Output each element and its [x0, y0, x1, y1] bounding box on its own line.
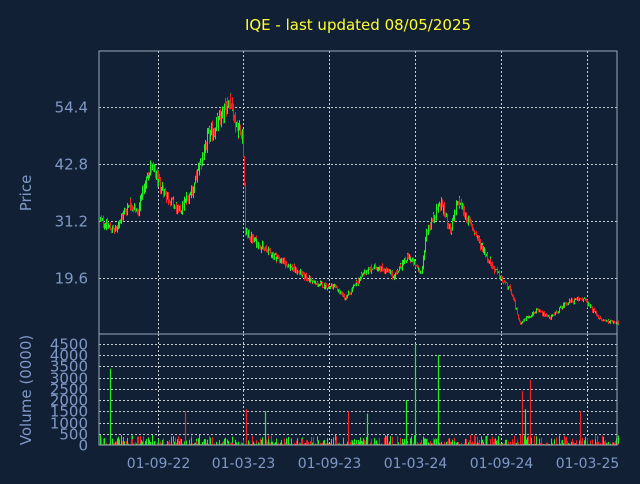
price-y-ticks: 19.6 31.2 42.8 54.4: [55, 99, 88, 288]
volume-y-tick-label: 2500: [50, 381, 88, 399]
volume-y-tick-label: 1500: [50, 403, 88, 421]
chart-title: IQE - last updated 08/05/2025: [245, 16, 471, 34]
volume-y-tick-label: 500: [59, 426, 88, 444]
volume-y-tick-label: 3500: [50, 358, 88, 376]
x-tick-label: 01-09-23: [298, 456, 362, 472]
price-y-tick-label: 31.2: [55, 213, 88, 231]
volume-y-tick-label: 2000: [50, 392, 88, 410]
price-y-tick-label: 54.4: [55, 99, 88, 117]
x-tick-label: 01-03-23: [212, 456, 276, 472]
volume-panel-frame: [98, 333, 618, 446]
volume-axis-label: Volume (0000): [17, 335, 35, 445]
price-y-tick-label: 42.8: [55, 156, 88, 174]
price-grid: [99, 51, 617, 334]
x-tick-label: 01-09-24: [470, 456, 534, 472]
x-tick-label: 01-03-24: [384, 456, 448, 472]
volume-y-tick-label: 0: [78, 437, 88, 455]
price-y-tick-label: 19.6: [55, 270, 88, 288]
x-tick-label: 01-09-22: [127, 456, 191, 472]
price-axis-label: Price: [17, 175, 35, 212]
volume-y-tick-label: 4000: [50, 347, 88, 365]
volume-y-tick-label: 4500: [50, 336, 88, 354]
x-tick-label: 01-03-25: [556, 456, 620, 472]
price-candles: [100, 93, 619, 325]
volume-y-tick-label: 1000: [50, 415, 88, 433]
x-axis-ticks: 01-09-22 01-03-23 01-09-23 01-03-24 01-09-24…: [127, 456, 620, 472]
volume-y-tick-label: 3000: [50, 370, 88, 388]
